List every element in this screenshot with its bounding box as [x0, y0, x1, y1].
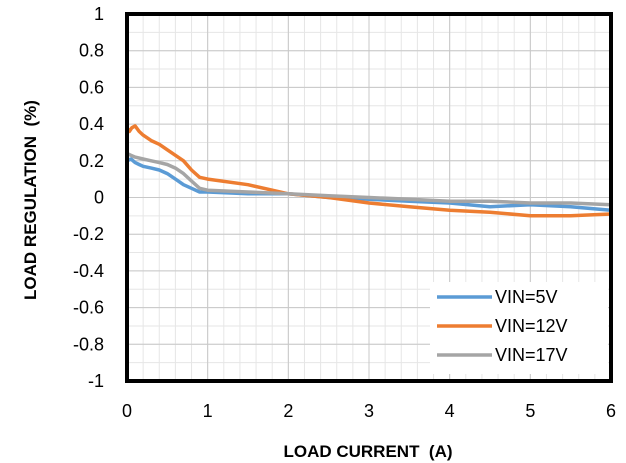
series-line-0 [125, 157, 613, 213]
legend-label-0: VIN=5V [495, 287, 558, 307]
legend-label-1: VIN=12V [495, 316, 568, 336]
x-tick-label: 3 [364, 401, 374, 421]
y-axis-title: LOAD REGULATION (%) [21, 100, 40, 300]
x-tick-label: 1 [203, 401, 213, 421]
y-tick-label: -0.8 [73, 334, 104, 354]
y-tick-label: 0 [94, 188, 104, 208]
x-tick-label: 0 [122, 401, 132, 421]
y-tick-label: -0.4 [73, 261, 104, 281]
series-line-2 [125, 151, 613, 207]
x-tick-label: 2 [283, 401, 293, 421]
legend: VIN=5V VIN=12V VIN=17V [430, 282, 608, 374]
y-tick-labels: 1 0.8 0.6 0.4 0.2 0 -0.2 -0.4 -0.6 -0.8 -1 [73, 4, 104, 391]
y-tick-label: -0.6 [73, 298, 104, 318]
x-tick-label: 5 [525, 401, 535, 421]
x-axis-title: LOAD CURRENT (A) [283, 442, 452, 461]
plot-area-frame [125, 12, 613, 383]
legend-label-2: VIN=17V [495, 345, 568, 365]
y-tick-label: -1 [88, 371, 104, 391]
y-tick-label: 0.8 [79, 41, 104, 61]
x-tick-label: 6 [606, 401, 616, 421]
x-tick-label: 4 [445, 401, 455, 421]
series-lines [125, 124, 613, 218]
x-tick-labels: 0 1 2 3 4 5 6 [122, 401, 616, 421]
series-line-1 [125, 124, 613, 218]
y-tick-label: -0.2 [73, 224, 104, 244]
y-tick-label: 0.4 [79, 114, 104, 134]
y-tick-label: 1 [94, 4, 104, 24]
y-tick-label: 0.2 [79, 151, 104, 171]
y-tick-label: 0.6 [79, 77, 104, 97]
